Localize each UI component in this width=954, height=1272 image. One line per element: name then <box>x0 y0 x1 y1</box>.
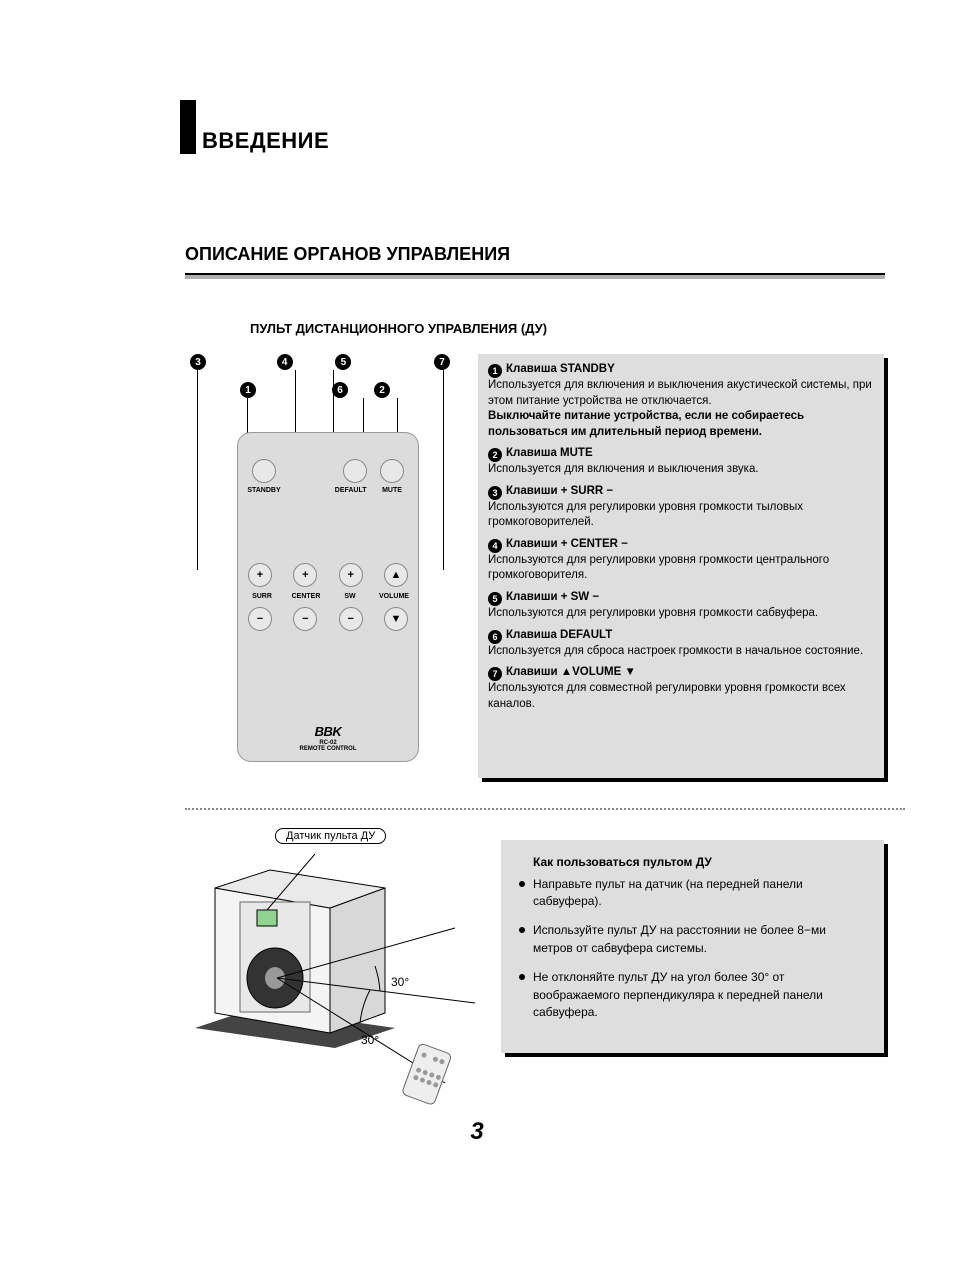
surr-minus-button: − <box>248 607 272 631</box>
desc-item-1: 1Клавиша STANDBY Используется для включе… <box>488 362 874 440</box>
default-label: DEFAULT <box>333 487 369 494</box>
desc-item-4: 4Клавиши + CENTER − Используются для рег… <box>488 537 874 584</box>
standby-label: STANDBY <box>246 487 282 494</box>
desc-item-7: 7Клавиши ▲VOLUME ▼ Используются для совм… <box>488 665 874 712</box>
desc-item-2: 2Клавиша MUTE Используется для включения… <box>488 446 874 478</box>
remote-diagram: 3 4 5 7 1 6 2 <box>185 354 460 778</box>
volume-label: VOLUME <box>376 593 412 600</box>
surr-label: SURR <box>244 593 280 600</box>
default-button <box>343 459 367 483</box>
standby-button <box>252 459 276 483</box>
usage-title: Как пользоваться пультом ДУ <box>533 854 866 871</box>
usage-item-2: Используйте пульт ДУ на расстоянии не бо… <box>519 922 866 957</box>
volume-down-button: ▼ <box>384 607 408 631</box>
center-plus-button: + <box>293 563 317 587</box>
subwoofer-diagram: Датчик пульта ДУ <box>185 828 471 1108</box>
callout-1: 1 <box>240 382 256 398</box>
volume-up-button: ▲ <box>384 563 408 587</box>
remote-brand: BBK <box>238 724 418 739</box>
remote-body: STANDBY . DEFAULT MUTE + + + ▲ SURR CENT… <box>237 432 419 762</box>
sw-label: SW <box>332 593 368 600</box>
center-label: CENTER <box>288 593 324 600</box>
desc-item-3: 3Клавиши + SURR − Используются для регул… <box>488 484 874 531</box>
surr-plus-button: + <box>248 563 272 587</box>
section-rule <box>185 273 885 279</box>
subwoofer-illustration: 30° 30° <box>185 848 485 1108</box>
leader-line <box>443 370 444 570</box>
angle-upper: 30° <box>391 975 409 989</box>
desc-item-6: 6Клавиша DEFAULT Используется для сброса… <box>488 628 874 660</box>
callout-2: 2 <box>374 382 390 398</box>
sw-plus-button: + <box>339 563 363 587</box>
remote-model: RC-02 REMOTE CONTROL <box>238 740 418 753</box>
leader-line <box>197 370 198 570</box>
mute-button <box>380 459 404 483</box>
callout-5: 5 <box>335 354 351 370</box>
page-header: ВВЕДЕНИЕ <box>180 100 884 154</box>
description-panel: 1Клавиша STANDBY Используется для включе… <box>478 354 884 778</box>
page-number: 3 <box>70 1118 884 1146</box>
usage-panel: Как пользоваться пультом ДУ Направьте пу… <box>501 840 884 1053</box>
sensor-label: Датчик пульта ДУ <box>275 828 386 844</box>
usage-item-3: Не отклоняйте пульт ДУ на угол более 30°… <box>519 969 866 1021</box>
callout-4: 4 <box>277 354 293 370</box>
center-minus-button: − <box>293 607 317 631</box>
sw-minus-button: − <box>339 607 363 631</box>
dotted-separator <box>185 808 905 810</box>
callout-7: 7 <box>434 354 450 370</box>
angle-lower: 30° <box>361 1033 379 1047</box>
desc-item-5: 5Клавиши + SW − Используются для регулир… <box>488 590 874 622</box>
section-title: ОПИСАНИЕ ОРГАНОВ УПРАВЛЕНИЯ <box>185 244 884 265</box>
subtitle: ПУЛЬТ ДИСТАНЦИОННОГО УПРАВЛЕНИЯ (ДУ) <box>250 321 884 336</box>
mute-label: MUTE <box>374 487 410 494</box>
usage-item-1: Направьте пульт на датчик (на передней п… <box>519 876 866 911</box>
header-accent-bar <box>180 100 196 154</box>
callout-3: 3 <box>190 354 206 370</box>
callout-6: 6 <box>332 382 348 398</box>
header-title: ВВЕДЕНИЕ <box>202 128 329 154</box>
